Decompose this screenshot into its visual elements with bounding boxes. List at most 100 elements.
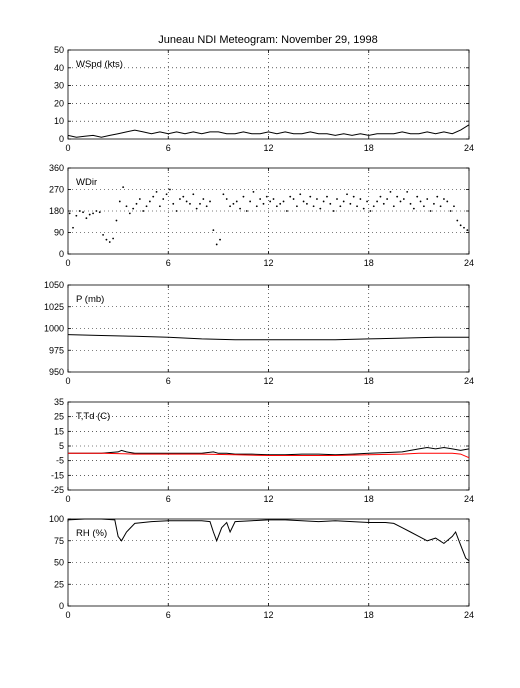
data-point	[326, 195, 328, 198]
data-point	[459, 224, 462, 227]
data-point	[175, 210, 178, 212]
panel-label: WDir	[76, 177, 97, 188]
data-point	[449, 210, 452, 212]
y-tick-label: 35	[54, 397, 64, 407]
data-point	[412, 207, 415, 210]
data-point	[342, 200, 345, 203]
y-tick-label: -15	[51, 470, 64, 480]
data-point	[279, 202, 282, 205]
data-point	[245, 210, 248, 212]
x-tick-label: 24	[464, 494, 474, 504]
y-tick-label: 0	[59, 134, 64, 144]
y-tick-label: 30	[54, 81, 64, 91]
y-tick-label: 950	[49, 367, 64, 377]
data-point	[75, 214, 78, 217]
data-point	[339, 205, 342, 208]
data-point	[319, 207, 322, 210]
y-tick-label: 40	[54, 63, 64, 73]
data-point	[292, 198, 295, 200]
data-point	[105, 238, 108, 241]
series-line	[68, 452, 470, 459]
data-point	[239, 207, 241, 210]
x-tick-label: 12	[263, 143, 273, 153]
data-point	[436, 195, 439, 198]
data-point	[372, 205, 375, 208]
data-point	[446, 200, 449, 203]
data-point	[463, 226, 465, 229]
y-tick-label: 20	[54, 98, 64, 108]
data-point	[132, 207, 135, 210]
data-point	[229, 205, 231, 208]
data-point	[332, 210, 335, 212]
panel-4: 0 6 12 18 24 -25 -15 -5 5 15 25 35 T,Td (C)	[51, 397, 474, 504]
y-tick-label: 90	[54, 228, 64, 238]
data-point	[82, 211, 84, 214]
data-point	[456, 219, 459, 222]
data-point	[349, 202, 352, 205]
data-point	[386, 198, 389, 200]
x-tick-label: 12	[263, 376, 273, 386]
data-point	[199, 202, 201, 205]
data-point	[402, 198, 405, 200]
data-point	[299, 193, 302, 196]
x-tick-label: 18	[364, 494, 374, 504]
data-point	[182, 195, 185, 198]
data-point	[195, 207, 198, 210]
data-point	[179, 198, 181, 200]
series-line	[68, 446, 470, 456]
data-point	[78, 210, 81, 212]
panel-2: 0 6 12 18 24 0 90 180 270 360 WDir	[49, 163, 474, 268]
x-tick-label: 6	[166, 376, 171, 386]
data-point	[322, 200, 325, 203]
data-point	[265, 195, 268, 198]
data-point	[249, 200, 252, 203]
y-tick-label: 15	[54, 426, 64, 436]
data-point	[252, 190, 255, 193]
data-point	[329, 202, 332, 205]
data-point	[232, 202, 235, 205]
x-tick-label: 6	[166, 258, 171, 268]
data-point	[399, 200, 402, 203]
data-point	[235, 200, 238, 203]
y-tick-label: 0	[59, 601, 64, 611]
data-point	[85, 217, 88, 220]
y-tick-label: 1050	[44, 280, 64, 290]
series-line	[67, 124, 470, 138]
data-point	[135, 202, 138, 205]
data-point	[165, 193, 168, 196]
data-point	[282, 200, 285, 203]
data-point	[316, 198, 318, 200]
x-tick-label: 6	[166, 143, 171, 153]
data-point	[296, 205, 298, 208]
y-tick-label: 5	[59, 441, 64, 451]
y-tick-label: 975	[49, 345, 64, 355]
y-tick-label: 100	[49, 514, 64, 524]
data-point	[192, 193, 195, 196]
data-point	[262, 202, 265, 205]
data-point	[285, 210, 288, 212]
y-tick-label: 25	[54, 412, 64, 422]
data-point	[88, 213, 91, 216]
x-tick-label: 12	[263, 494, 273, 504]
data-point	[259, 198, 262, 200]
data-point	[72, 226, 74, 229]
y-tick-label: 50	[54, 558, 64, 568]
data-point	[122, 186, 125, 189]
data-point	[212, 229, 215, 232]
y-tick-label: 75	[54, 536, 64, 546]
x-tick-label: 0	[65, 494, 70, 504]
data-point	[439, 205, 442, 208]
x-tick-label: 0	[65, 143, 70, 153]
panel-5: 0 6 12 18 24 0 25 50 75 100 RH (%)	[49, 514, 474, 620]
x-tick-label: 0	[65, 258, 70, 268]
data-point	[289, 195, 292, 198]
x-tick-label: 18	[364, 258, 374, 268]
data-point	[306, 202, 308, 205]
data-point	[222, 193, 225, 196]
x-tick-label: 24	[464, 610, 474, 620]
panel-label: WSpd (kts)	[76, 59, 123, 70]
data-point	[158, 205, 161, 208]
panel-label: T,Td (C)	[76, 411, 110, 422]
data-point	[202, 198, 205, 200]
